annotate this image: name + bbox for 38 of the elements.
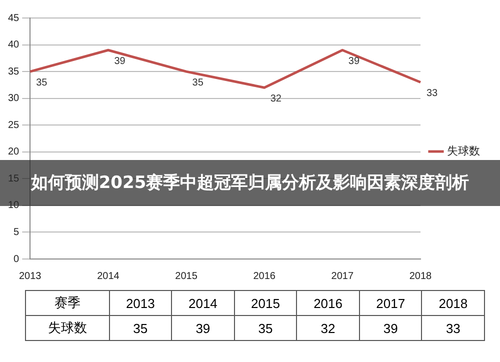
y-tick-label: 0 <box>14 254 20 265</box>
x-tick-label: 2016 <box>296 290 360 316</box>
x-tick-label: 2018 <box>422 290 484 316</box>
data-label: 33 <box>422 316 484 340</box>
data-label: 35 <box>36 77 48 88</box>
data-label: 32 <box>270 93 282 104</box>
x-tick-label: 2016 <box>253 270 276 282</box>
data-label: 32 <box>296 316 360 340</box>
y-tick-label: 15 <box>8 173 20 184</box>
y-tick-label: 5 <box>14 226 20 238</box>
legend-label: 失球数 <box>447 144 480 158</box>
x-axis-title: 赛季 <box>26 290 110 316</box>
y-tick-label: 失球数 <box>26 316 110 340</box>
x-tick-label: 2015 <box>175 270 198 282</box>
y-tick-label: 35 <box>8 66 20 78</box>
x-tick-label: 2013 <box>109 290 172 316</box>
data-label: 35 <box>109 316 172 340</box>
data-label: 39 <box>172 316 234 340</box>
data-label: 39 <box>114 56 126 67</box>
x-tick-label: 2017 <box>331 270 354 282</box>
x-tick-label: 2018 <box>409 270 432 282</box>
data-label: 35 <box>234 316 297 340</box>
x-tick-label: 2017 <box>359 290 422 316</box>
data-label: 35 <box>192 77 204 88</box>
x-tick-label: 2014 <box>97 270 120 282</box>
data-label: 39 <box>359 316 422 340</box>
y-tick-label: 25 <box>8 120 20 131</box>
y-tick-label: 40 <box>8 40 20 51</box>
text: 如何预测2025赛季中超冠军归属分析及影响因素深度剖析 <box>30 173 470 193</box>
y-tick-label: 20 <box>8 146 20 158</box>
data-label: 39 <box>348 56 360 67</box>
y-tick-label: 30 <box>8 93 20 104</box>
y-tick-label: 10 <box>8 200 20 212</box>
x-tick-label: 2013 <box>19 270 42 282</box>
y-tick-label: 45 <box>8 12 20 24</box>
x-tick-label: 2015 <box>234 290 297 316</box>
x-tick-label: 2014 <box>172 290 234 316</box>
data-label: 33 <box>426 88 438 100</box>
